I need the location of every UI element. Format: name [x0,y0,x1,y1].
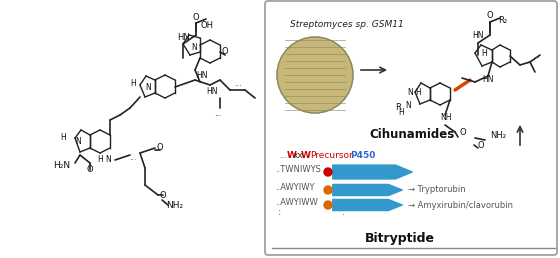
Text: Bitryptide: Bitryptide [365,232,435,245]
Text: HN: HN [482,75,494,84]
Text: → Tryptorubin: → Tryptorubin [408,186,465,195]
Text: H: H [97,156,103,165]
Text: N: N [405,101,410,110]
Circle shape [277,37,353,113]
FancyBboxPatch shape [265,1,557,255]
Text: ..AWYIWY: ..AWYIWY [275,183,315,192]
Text: R₂: R₂ [498,16,507,25]
Circle shape [324,186,332,194]
Text: N: N [105,156,111,165]
Text: ...: ... [129,152,137,162]
Text: R: R [395,103,401,112]
Text: O: O [160,190,166,199]
Text: O: O [193,13,199,22]
Text: ...: ... [234,79,242,88]
Text: OH: OH [200,21,213,30]
Text: O: O [87,165,94,174]
Text: W: W [287,151,297,160]
FancyArrowPatch shape [333,184,402,196]
Text: Precursor: Precursor [310,151,353,160]
Text: ...: ... [533,53,540,59]
Text: W: W [301,151,311,160]
Text: N: N [75,136,81,146]
Text: O: O [460,128,466,137]
Text: O: O [478,141,484,150]
Text: ..AWYIWW: ..AWYIWW [275,198,318,207]
Text: H: H [130,78,136,87]
Text: N: N [407,88,413,97]
Text: HN: HN [196,71,208,80]
Circle shape [324,201,332,209]
Text: ...: ... [279,151,287,160]
Text: H: H [481,49,487,58]
Text: H: H [60,133,66,142]
Text: HN: HN [472,31,484,40]
Text: :: : [278,207,281,217]
Text: → Amyxirubin/clavorubin: → Amyxirubin/clavorubin [408,200,513,209]
Text: NH₂: NH₂ [490,131,506,140]
Text: NH: NH [440,113,451,122]
Circle shape [324,168,332,176]
Text: H₂N: H₂N [53,160,71,170]
Text: ..TWNIWYS: ..TWNIWYS [275,165,321,174]
Text: xx: xx [293,151,304,160]
Text: N: N [191,44,197,52]
Text: H: H [415,88,421,97]
Text: Streptomyces sp. GSM11: Streptomyces sp. GSM11 [290,20,404,29]
Text: O: O [157,143,164,152]
FancyArrowPatch shape [333,199,402,211]
Text: HN: HN [176,34,189,43]
FancyArrowPatch shape [333,165,412,179]
Text: ...: ... [214,109,222,117]
Text: NH₂: NH₂ [166,200,184,209]
Text: H: H [398,108,404,117]
Text: O: O [222,47,228,57]
Text: P450: P450 [350,151,375,160]
Text: N: N [145,84,151,93]
Text: :: : [342,207,346,217]
Text: O: O [487,11,493,20]
Text: HN: HN [206,87,218,96]
Text: Cihunamides: Cihunamides [370,128,455,141]
